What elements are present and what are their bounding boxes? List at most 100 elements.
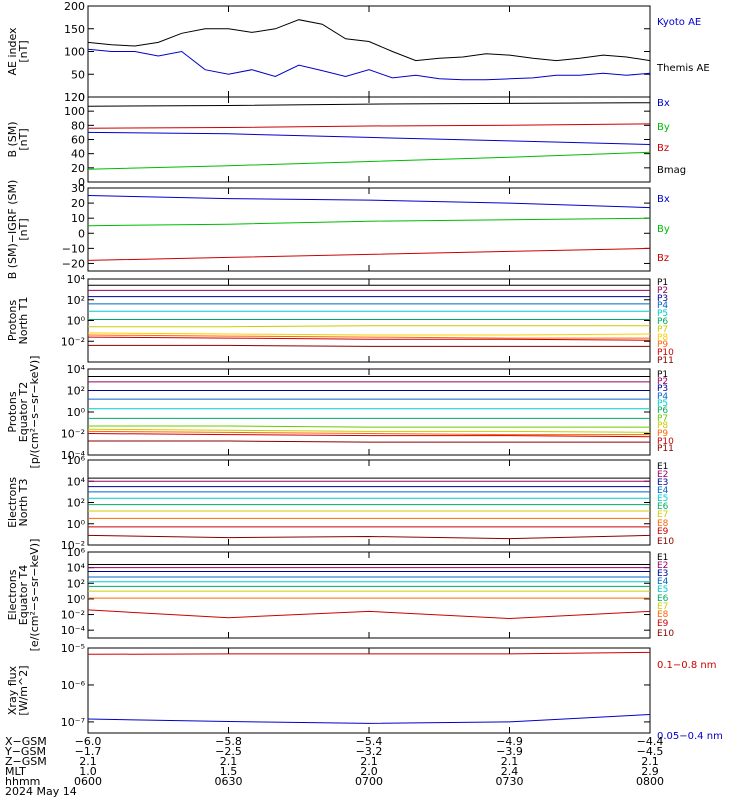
series-line-1	[87, 195, 651, 209]
panel-frame	[87, 278, 651, 363]
y-axis-label: [nT]	[17, 218, 30, 240]
y-axis-label: Electrons	[6, 477, 19, 528]
y-tick-label: −20	[62, 257, 85, 270]
series-line-11	[88, 440, 650, 443]
axis-row-value: −5.4	[356, 735, 383, 748]
axis-row-value: 2.4	[501, 765, 519, 778]
legend-label: P11	[657, 356, 674, 366]
y-axis-label: Equator T4	[17, 565, 30, 625]
y-tick-label: 100	[64, 46, 85, 59]
axis-row-value: 0730	[496, 775, 524, 788]
legend-label: E3	[657, 569, 668, 579]
series-line-9	[87, 430, 650, 436]
y-tick-label: 40	[71, 148, 85, 161]
legend-label: Bz	[657, 253, 669, 264]
y-axis-label: Equator T2	[17, 382, 30, 442]
y-tick-label: 10²	[67, 497, 85, 510]
legend-label: Bmag	[657, 165, 686, 176]
legend-label: E3	[657, 478, 668, 488]
legend-label: P8	[657, 333, 668, 343]
legend-label: P9	[657, 340, 668, 350]
series-line-1	[87, 651, 651, 655]
y-tick-label: 10⁻²	[61, 335, 85, 348]
y-tick-label: 20	[71, 162, 85, 175]
series-line-7	[88, 325, 650, 328]
axis-row-label: hhmm	[5, 775, 40, 788]
legend-label: P10	[657, 348, 674, 358]
legend-label: E2	[657, 561, 668, 571]
axis-row-value: 2.1	[220, 755, 238, 768]
legend-label: E9	[657, 527, 669, 537]
axis-row-value: 1.5	[220, 765, 238, 778]
axis-row-value: −6.0	[75, 735, 102, 748]
legend-label: E4	[657, 486, 669, 496]
axis-row-value: −4.9	[496, 735, 523, 748]
y-tick-label: 10⁴	[67, 363, 86, 376]
series-line-2	[87, 714, 651, 724]
y-axis-label: B (SM)−IGRF (SM)	[6, 180, 19, 280]
series-line-2	[87, 217, 651, 227]
axis-row-value: −3.9	[496, 745, 523, 758]
y-tick-label: 10⁻²	[61, 428, 85, 441]
y-tick-label: 10²	[67, 385, 85, 398]
y-tick-label: 10²	[67, 577, 85, 590]
date-label: 2024 May 14	[5, 785, 77, 798]
axis-row-label: X−GSM	[5, 735, 47, 748]
series-line-11	[88, 344, 650, 347]
y-tick-label: 10⁶	[67, 454, 86, 467]
legend-label: 0.05−0.4 nm	[657, 731, 723, 742]
series-line-10	[87, 534, 651, 540]
y-tick-label: 10⁻⁵	[61, 642, 85, 655]
y-tick-label: 10⁻⁶	[61, 679, 86, 692]
series-line-8	[87, 332, 651, 336]
axis-row-label: Y−GSM	[4, 745, 46, 758]
legend-label: P5	[657, 309, 668, 319]
y-tick-label: 60	[71, 134, 85, 147]
legend-label: Kyoto AE	[657, 17, 701, 28]
y-axis-label: [W/m^2]	[17, 665, 30, 715]
y-tick-label: 10⁶	[67, 546, 86, 559]
series-line-2	[87, 48, 651, 81]
legend-label: P10	[657, 437, 674, 447]
series-line-9	[87, 334, 650, 339]
y-axis-label: North T3	[17, 479, 30, 527]
series-line-9	[87, 609, 651, 620]
axis-row-value: 2.1	[641, 755, 659, 768]
series-line-4	[87, 151, 651, 170]
legend-label: P3	[657, 384, 668, 394]
series-line-1	[87, 19, 651, 62]
legend-label: P2	[657, 377, 668, 387]
legend-label: Bz	[657, 143, 669, 154]
legend-label: E5	[657, 494, 668, 504]
axis-row-value: 2.0	[360, 765, 378, 778]
y-tick-label: 10⁰	[67, 518, 86, 531]
axis-row-label: MLT	[5, 765, 26, 778]
legend-label: E1	[657, 553, 668, 563]
y-tick-label: −10	[62, 242, 85, 255]
legend-label: E6	[657, 594, 669, 604]
legend-label: P4	[657, 392, 668, 402]
y-tick-label: 0	[78, 176, 85, 189]
legend-label: E1	[657, 462, 668, 472]
y-axis-label: Protons	[6, 300, 19, 341]
series-line-3	[87, 247, 651, 261]
legend-label: P5	[657, 399, 668, 409]
y-tick-label: 0	[78, 91, 85, 104]
y-axis-label: North T1	[17, 297, 30, 345]
axis-row-value: 2.1	[501, 755, 519, 768]
legend-label: E8	[657, 519, 669, 529]
axis-row-value: −3.2	[356, 745, 383, 758]
legend-label: P1	[657, 370, 668, 380]
axis-row-value: 0600	[74, 775, 102, 788]
y-tick-label: 10⁻⁴	[61, 449, 86, 462]
y-tick-label: 10⁰	[67, 406, 86, 419]
legend-label: P6	[657, 406, 668, 416]
y-axis-label: AE index	[6, 27, 19, 76]
y-axis-label: [nT]	[17, 128, 30, 150]
legend-label: E10	[657, 629, 674, 639]
y-tick-label: 10	[71, 212, 85, 225]
y-axis-label: Electrons	[6, 569, 19, 620]
series-line-1	[87, 102, 651, 107]
legend-label: E6	[657, 502, 669, 512]
legend-label: P2	[657, 286, 668, 296]
